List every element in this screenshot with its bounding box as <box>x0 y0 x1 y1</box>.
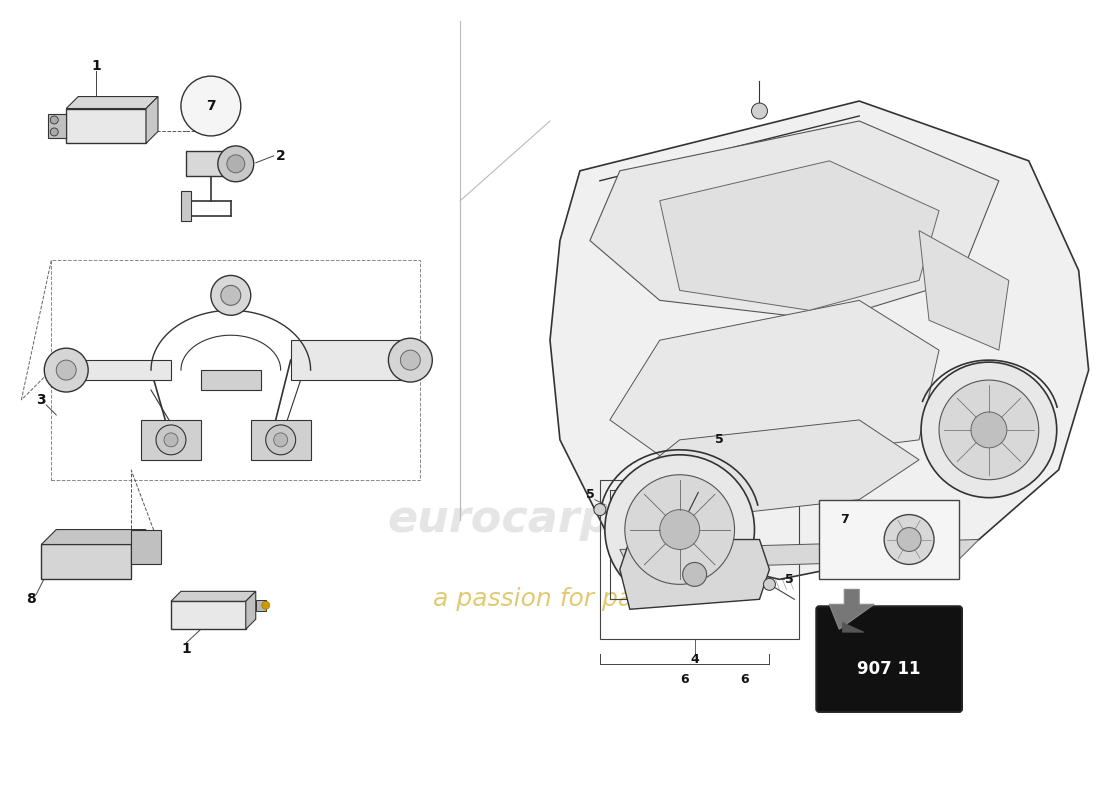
Polygon shape <box>141 420 201 460</box>
Circle shape <box>660 510 700 550</box>
Polygon shape <box>820 500 959 579</box>
Polygon shape <box>180 190 191 221</box>
Polygon shape <box>590 121 999 320</box>
Polygon shape <box>131 530 161 565</box>
Text: 907 11: 907 11 <box>857 660 921 678</box>
Polygon shape <box>290 340 410 380</box>
Circle shape <box>605 455 755 604</box>
Polygon shape <box>660 161 939 310</box>
Circle shape <box>56 360 76 380</box>
Circle shape <box>763 578 776 590</box>
Text: 7: 7 <box>206 99 216 113</box>
Text: 6: 6 <box>680 673 689 686</box>
Circle shape <box>156 425 186 455</box>
Polygon shape <box>251 420 310 460</box>
Circle shape <box>221 286 241 306</box>
Polygon shape <box>660 510 719 539</box>
Circle shape <box>594 504 606 515</box>
Text: 5: 5 <box>585 488 594 501</box>
Circle shape <box>388 338 432 382</box>
Circle shape <box>180 76 241 136</box>
Circle shape <box>218 146 254 182</box>
Circle shape <box>400 350 420 370</box>
Polygon shape <box>619 539 979 570</box>
Circle shape <box>625 474 735 584</box>
Circle shape <box>939 380 1038 480</box>
Polygon shape <box>550 101 1089 579</box>
Circle shape <box>51 116 58 124</box>
Polygon shape <box>170 602 245 630</box>
Polygon shape <box>609 300 939 470</box>
Polygon shape <box>630 420 920 519</box>
Polygon shape <box>48 114 66 138</box>
Polygon shape <box>201 370 261 390</box>
Text: 5: 5 <box>715 434 724 446</box>
Circle shape <box>274 433 288 447</box>
Circle shape <box>751 103 768 119</box>
Circle shape <box>262 602 270 610</box>
Polygon shape <box>146 97 158 143</box>
Text: eurocarparts: eurocarparts <box>388 498 712 541</box>
Circle shape <box>164 433 178 447</box>
Polygon shape <box>42 545 131 579</box>
Circle shape <box>884 514 934 565</box>
Polygon shape <box>255 600 266 611</box>
Circle shape <box>921 362 1057 498</box>
Circle shape <box>971 412 1006 448</box>
Text: 7: 7 <box>840 513 848 526</box>
Text: 8: 8 <box>26 592 36 606</box>
Polygon shape <box>619 539 769 610</box>
FancyBboxPatch shape <box>816 606 962 712</box>
Polygon shape <box>72 360 170 380</box>
Text: 5: 5 <box>785 573 794 586</box>
Text: 3: 3 <box>36 393 46 407</box>
Circle shape <box>44 348 88 392</box>
Polygon shape <box>829 590 874 630</box>
Text: a passion for parts: a passion for parts <box>433 587 667 611</box>
Text: 6: 6 <box>740 673 749 686</box>
Text: 1: 1 <box>91 59 101 73</box>
Polygon shape <box>66 97 158 109</box>
Polygon shape <box>66 109 146 143</box>
Polygon shape <box>843 622 865 632</box>
Polygon shape <box>186 151 241 176</box>
Polygon shape <box>245 591 255 630</box>
Circle shape <box>227 155 245 173</box>
Circle shape <box>683 562 706 586</box>
Text: 4: 4 <box>691 653 698 666</box>
Circle shape <box>266 425 296 455</box>
Circle shape <box>211 275 251 315</box>
Circle shape <box>51 128 58 136</box>
Polygon shape <box>170 591 255 602</box>
Circle shape <box>898 527 921 551</box>
Polygon shape <box>42 530 146 545</box>
Text: 1: 1 <box>182 642 190 656</box>
Text: 2: 2 <box>276 149 286 163</box>
Polygon shape <box>920 230 1009 350</box>
